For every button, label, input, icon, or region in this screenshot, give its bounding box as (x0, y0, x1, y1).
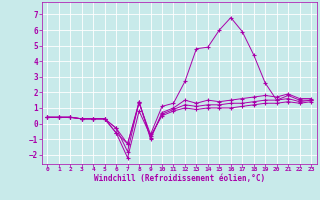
X-axis label: Windchill (Refroidissement éolien,°C): Windchill (Refroidissement éolien,°C) (94, 174, 265, 183)
